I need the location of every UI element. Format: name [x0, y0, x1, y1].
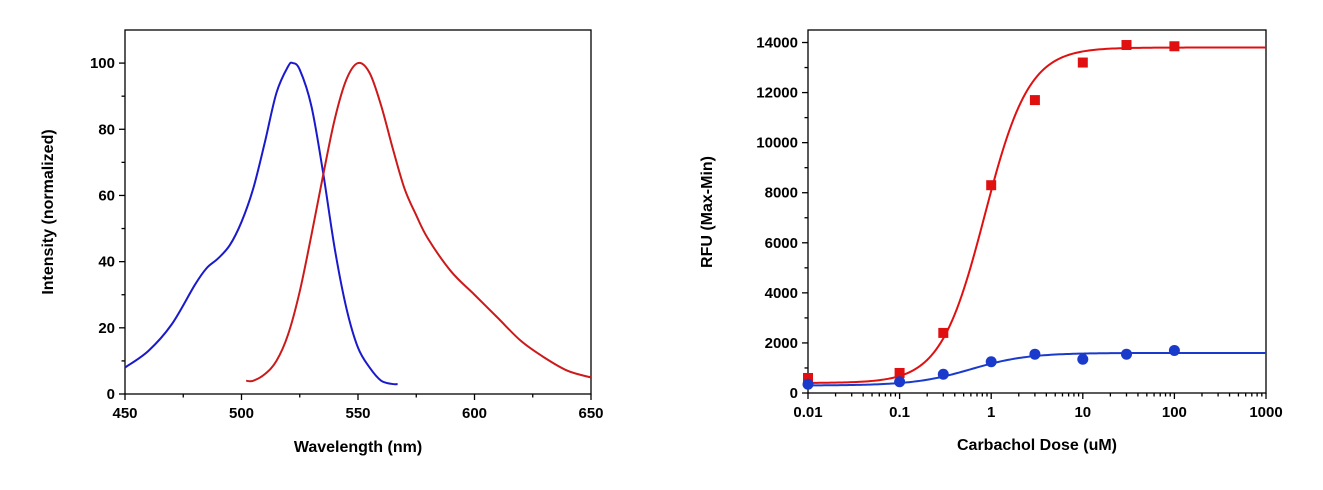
spectra-y-tick-label: 20: [98, 320, 115, 337]
dose-x-tick-label: 0.1: [889, 404, 910, 421]
dose-y-tick-label: 4000: [765, 285, 798, 302]
spectra-x-tick-label: 500: [229, 405, 254, 422]
dose-x-tick-label: 1: [987, 404, 995, 421]
dose-y-tick-label: 14000: [756, 35, 798, 52]
dose-y-tick-label: 10000: [756, 135, 798, 152]
spectra-x-tick-label: 450: [112, 405, 137, 422]
dose-response-chart: 0.01 0.1 1 10 100 100002000400060008000100001…: [699, 29, 1283, 454]
dose-point-square: [803, 372, 813, 383]
dose-fit-curve-1: [807, 46, 1266, 384]
dose-point-circle: [937, 368, 949, 380]
dose-point-circle: [1121, 348, 1133, 360]
dose-point-square: [1077, 57, 1088, 68]
spectra-y-tick-label: 0: [107, 386, 115, 403]
dose-y-tick-label: 2000: [765, 335, 798, 352]
spectrum-line-1: [124, 61, 398, 386]
spectrum-line-2: [246, 61, 592, 383]
spectra-x-tick-label: 550: [345, 405, 370, 422]
dose-point-circle: [1168, 344, 1180, 356]
spectra-y-tick-label: 60: [98, 187, 115, 204]
dose-x-tick-label: 1000: [1249, 404, 1282, 421]
dose-x-tick-label: 10: [1074, 404, 1091, 421]
spectra-x-axis-label: Wavelength (nm): [294, 439, 422, 456]
dose-x-axis-label: Carbachol Dose (uM): [957, 437, 1117, 454]
dose-x-tick-label: 0.01: [793, 404, 822, 421]
dose-plot-frame: [807, 29, 1267, 394]
dose-y-axis-label: RFU (Max-Min): [699, 156, 716, 268]
spectra-plot-frame: [124, 29, 592, 395]
dose-point-circle: [1029, 348, 1041, 360]
dose-point-square: [938, 327, 949, 338]
dose-point-square: [894, 367, 905, 378]
dose-x-tick-label: 100: [1162, 404, 1187, 421]
dose-y-tick-label: 8000: [765, 185, 798, 202]
spectra-y-tick-label: 80: [98, 121, 115, 138]
dose-y-tick-label: 12000: [756, 85, 798, 102]
dose-point-circle: [1077, 353, 1089, 365]
dose-point-square: [986, 180, 997, 191]
spectra-x-tick-label: 650: [578, 405, 603, 422]
dose-point-circle: [894, 376, 906, 388]
dose-point-square: [1029, 95, 1040, 106]
spectra-chart: 450 500 550 600 650 0 20 40 60 80 100 Wavelength (…: [40, 29, 604, 456]
dose-point-circle: [802, 378, 814, 390]
dose-point-square: [1169, 41, 1180, 52]
dose-y-tick-label: 6000: [765, 235, 798, 252]
dose-y-tick-label: 0: [790, 385, 798, 402]
spectra-y-tick-label: 40: [98, 254, 115, 271]
dose-point-circle: [985, 356, 997, 368]
dose-point-square: [1121, 40, 1132, 51]
spectra-y-axis-label: Intensity (normalized): [40, 129, 57, 294]
spectra-y-tick-label: 100: [90, 55, 115, 72]
spectra-x-tick-label: 600: [462, 405, 487, 422]
